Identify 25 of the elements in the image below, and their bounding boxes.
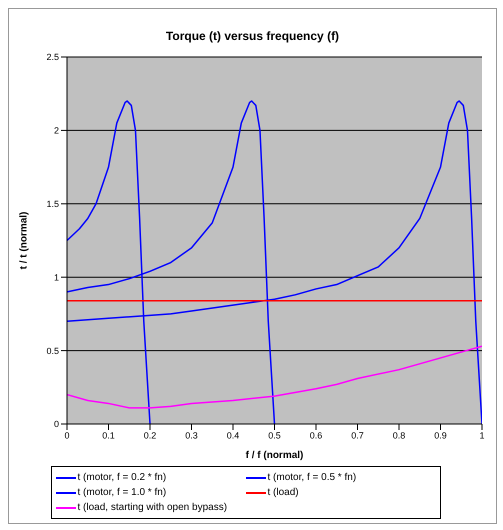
x-tick-label: 0.6 — [310, 430, 322, 440]
y-tick-label: 1 — [54, 272, 59, 282]
x-tick-label: 0.4 — [226, 430, 240, 440]
x-tick-label: 1 — [479, 430, 485, 440]
y-tick-label: 2.5 — [46, 52, 59, 62]
y-tick-label: 2 — [54, 126, 59, 136]
x-tick-label: 0.8 — [392, 430, 406, 440]
x-tick-label: 0.2 — [144, 430, 156, 440]
y-tick-label: 1.5 — [46, 198, 59, 209]
legend-label: t (load, starting with open bypass) — [78, 501, 228, 515]
legend-label: t (load) — [268, 486, 299, 500]
x-tick-label: 0.1 — [102, 430, 115, 440]
y-axis-title: t / t (normal) — [18, 212, 30, 270]
x-axis-title: f / f (normal) — [246, 450, 304, 461]
legend-label: t (motor, f = 1.0 * fn) — [78, 486, 166, 500]
chart-title: Torque (t) versus frequency (f) — [164, 29, 340, 43]
y-tick-label: 0 — [54, 419, 59, 430]
x-tick-label: 0.3 — [185, 430, 198, 440]
x-tick-label: 0 — [64, 430, 70, 440]
x-tick-label: 0.9 — [434, 430, 447, 440]
y-tick-label: 0.5 — [46, 346, 59, 356]
legend-label: t (motor, f = 0.2 * fn) — [78, 471, 166, 485]
x-tick-label: 0.7 — [351, 430, 364, 440]
legend-label: t (motor, f = 0.5 * fn) — [268, 471, 356, 485]
x-tick-label: 0.5 — [268, 430, 281, 440]
